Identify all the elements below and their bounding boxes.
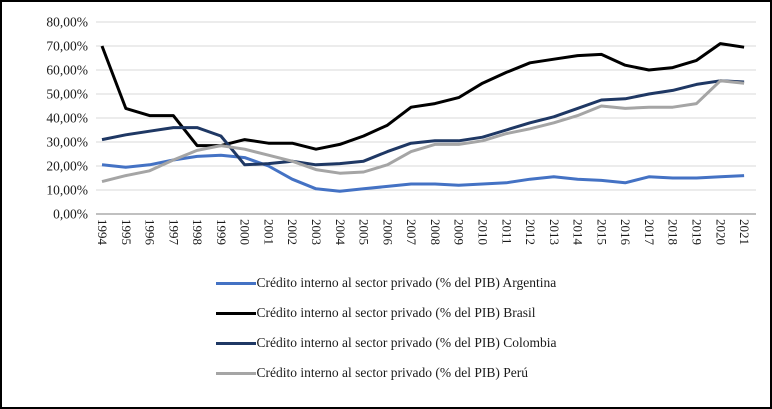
x-axis-tick-label: 2016 — [618, 219, 633, 246]
x-axis-tick-label: 2007 — [404, 219, 419, 246]
legend-label: Crédito interno al sector privado (% del… — [256, 365, 528, 380]
credit-line-chart: 0,00% 10,00% 20,00% 30,00% 40,00% 50,00% 60,00… — [46, 15, 756, 246]
series-line — [101, 79, 745, 167]
series-line — [101, 79, 745, 184]
x-axis-tick-label: 2008 — [428, 219, 443, 245]
y-axis-tick-label: 60,00% — [46, 63, 88, 78]
legend-line-swatch — [215, 371, 256, 375]
x-axis-tick-label: 2004 — [333, 219, 348, 246]
legend-label: Crédito interno al sector privado (% del… — [256, 305, 536, 320]
x-axis-tick-label: 2019 — [690, 219, 705, 245]
series-line — [101, 153, 745, 193]
x-axis-tick-label: 2020 — [713, 219, 728, 245]
x-axis-tick-label: 2006 — [380, 219, 395, 246]
x-axis-tick-label: 1995 — [119, 219, 134, 245]
x-axis-tick-label: 2001 — [261, 219, 276, 245]
x-axis-tick-label: 2021 — [737, 219, 752, 245]
legend-item: Crédito interno al sector privado (% del… — [215, 358, 557, 388]
chart-legend: Crédito interno al sector privado (% del… — [215, 268, 557, 388]
y-axis-tick-label: 20,00% — [46, 159, 88, 174]
y-axis-tick-label: 80,00% — [46, 15, 88, 30]
x-axis-tick-label: 2018 — [666, 219, 681, 245]
legend-item: Crédito interno al sector privado (% del… — [215, 328, 557, 358]
legend-line-swatch — [215, 311, 256, 315]
x-axis-tick-label: 2003 — [309, 219, 324, 245]
y-axis-tick-label: 70,00% — [46, 39, 88, 54]
y-axis-tick-label: 0,00% — [53, 207, 88, 222]
x-axis-tick-label: 2005 — [357, 219, 372, 245]
legend-line-swatch — [215, 341, 256, 345]
y-axis-tick-label: 40,00% — [46, 111, 88, 126]
legend-item: Crédito interno al sector privado (% del… — [215, 268, 557, 298]
x-axis-tick-label: 2000 — [238, 219, 253, 245]
x-axis-tick-label: 1999 — [214, 219, 229, 245]
x-axis-tick-label: 1994 — [95, 219, 110, 246]
x-axis-tick-label: 2002 — [285, 219, 300, 245]
x-axis-tick-label: 2013 — [547, 219, 562, 245]
legend-label: Crédito interno al sector privado (% del… — [256, 275, 557, 290]
x-axis-tick-label: 1997 — [166, 219, 181, 246]
legend-label: Crédito interno al sector privado (% del… — [256, 335, 557, 350]
y-axis-tick-label: 10,00% — [46, 183, 88, 198]
x-axis-tick-label: 1996 — [143, 219, 158, 246]
series-line — [100, 42, 745, 151]
y-axis-tick-label: 50,00% — [46, 87, 88, 102]
legend-item: Crédito interno al sector privado (% del… — [215, 298, 557, 328]
y-axis-tick-label: 30,00% — [46, 135, 88, 150]
x-axis-tick-label: 2011 — [499, 219, 514, 245]
x-axis-tick-label: 2014 — [571, 219, 586, 246]
x-axis-tick-label: 1998 — [190, 219, 205, 245]
x-axis-tick-label: 2015 — [594, 219, 609, 245]
x-axis-tick-label: 2009 — [452, 219, 467, 245]
x-axis-tick-label: 2010 — [475, 219, 490, 245]
x-axis-tick-label: 2012 — [523, 219, 538, 245]
x-axis-tick-label: 2017 — [642, 219, 657, 246]
legend-line-swatch — [215, 281, 256, 285]
